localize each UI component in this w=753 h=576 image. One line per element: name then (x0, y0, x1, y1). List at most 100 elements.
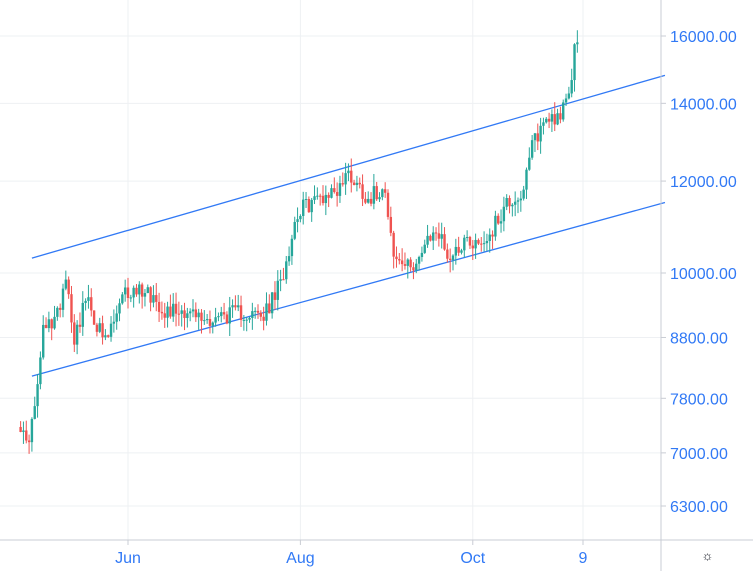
settings-button[interactable]: ☼ (662, 540, 753, 571)
candle (84, 298, 87, 311)
candle (355, 175, 359, 192)
candle (194, 302, 198, 322)
candle (511, 203, 514, 217)
candle-body (118, 303, 121, 314)
candle-body (347, 170, 350, 174)
candle (169, 294, 172, 319)
candle (497, 213, 500, 225)
candle (316, 187, 319, 200)
candle-body (42, 324, 45, 358)
candle-body (313, 196, 316, 200)
candle-body (539, 125, 542, 142)
candle-body (381, 189, 384, 198)
candle-body (126, 287, 130, 298)
candle-body (457, 246, 460, 253)
candle (389, 206, 393, 237)
candle (440, 222, 443, 249)
candle-body (530, 140, 534, 158)
candle (333, 177, 336, 194)
candle-body (186, 313, 189, 318)
candle-body (95, 324, 99, 332)
candle (265, 292, 268, 326)
candle-body (27, 440, 31, 443)
candle (44, 317, 48, 329)
candle-body (573, 44, 576, 81)
candle (81, 291, 84, 336)
candle (290, 234, 294, 265)
candle (33, 396, 36, 420)
candle (369, 192, 373, 207)
candle-body (234, 305, 237, 308)
candle (228, 296, 231, 337)
candle-body (279, 279, 282, 281)
channel-trendline[interactable] (31, 201, 666, 377)
candle-body (474, 239, 477, 249)
candle (383, 182, 387, 198)
candle (140, 282, 144, 309)
candle-body (251, 311, 254, 318)
candle-body (383, 189, 387, 193)
candle (155, 282, 158, 312)
candle-body (203, 320, 206, 322)
candle (109, 316, 113, 342)
candle-body (222, 312, 226, 315)
candle-body (499, 221, 503, 224)
candle-body (138, 284, 141, 295)
candle-body (293, 221, 296, 239)
candle (121, 292, 124, 305)
candle (570, 68, 573, 98)
candle-body (437, 233, 441, 239)
candle (381, 188, 384, 201)
candle-body (81, 302, 84, 327)
candle (50, 318, 53, 341)
candle-body (330, 188, 333, 198)
candle-body (87, 297, 90, 301)
candle-body (123, 287, 127, 295)
gear-icon[interactable]: ☼ (701, 548, 714, 563)
candle (525, 167, 528, 199)
candle-body (443, 234, 446, 250)
candle (417, 255, 421, 271)
candle (375, 181, 378, 202)
candle (22, 421, 25, 444)
candle (457, 236, 460, 256)
candle (482, 231, 486, 252)
candle (180, 305, 183, 327)
candle (177, 301, 181, 326)
candle (245, 317, 248, 332)
candle-body (333, 188, 336, 193)
candle (488, 228, 491, 253)
candle (494, 210, 497, 241)
candle (197, 308, 200, 330)
candle-body (562, 102, 565, 120)
candle (398, 253, 401, 265)
candle-body (316, 195, 319, 197)
candle-body (205, 319, 209, 321)
candle (268, 294, 271, 314)
candle-body (468, 237, 472, 246)
candle-body (392, 232, 395, 257)
candle (217, 312, 220, 322)
candle (36, 374, 39, 418)
candle (519, 190, 523, 212)
y-tick-label: 6300.00 (670, 499, 728, 516)
candle (259, 310, 263, 322)
candle (270, 291, 274, 319)
candle-body (61, 288, 65, 310)
candle (251, 302, 254, 330)
candle-body (268, 303, 271, 314)
trendlines (31, 74, 666, 377)
candle (474, 233, 477, 259)
candle-body (90, 297, 93, 311)
candle-body (259, 312, 263, 317)
candle-body (197, 312, 200, 318)
candle-body (488, 234, 491, 242)
grid (0, 0, 661, 540)
candle (53, 305, 56, 330)
candle-body (78, 324, 82, 327)
candle (174, 292, 178, 327)
candle-body (426, 235, 429, 245)
candle (533, 132, 537, 152)
candle-body (307, 199, 311, 213)
